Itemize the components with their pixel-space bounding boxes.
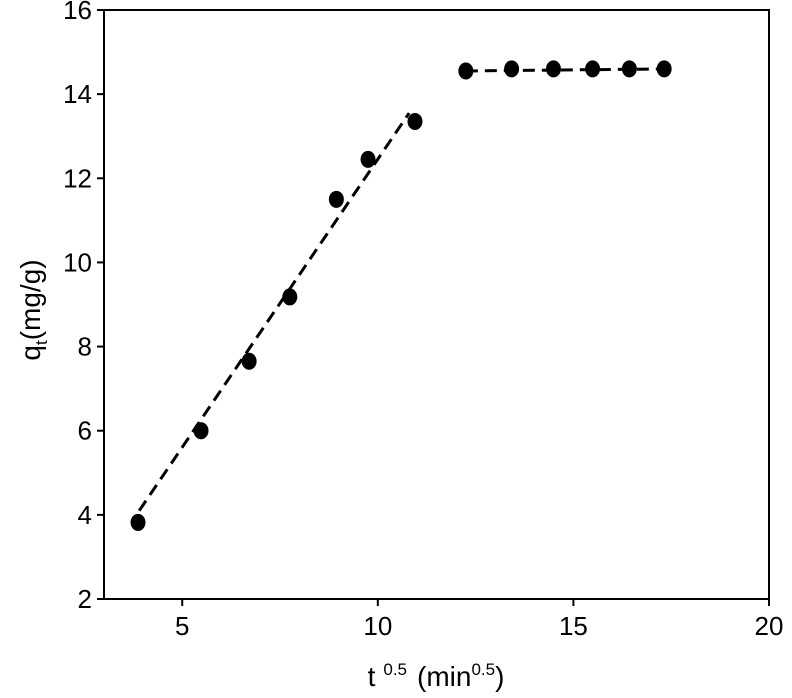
data-point	[621, 60, 637, 78]
data-point	[241, 352, 257, 370]
y-axis-label-unit: (mg/g)	[15, 259, 46, 340]
y-axis-label-base: q	[15, 345, 46, 361]
x-axis-label-unit-open: (min	[417, 661, 471, 692]
data-point	[193, 422, 209, 440]
data-point	[282, 288, 298, 306]
y-tick-label: 4	[78, 500, 92, 530]
x-tick-label: 10	[363, 611, 392, 641]
plot-frame	[103, 9, 770, 600]
y-axis-label: qt(mg/g)	[15, 259, 51, 360]
x-axis-label: t 0.5 (min0.5)	[368, 660, 505, 692]
data-point	[585, 60, 601, 78]
data-point	[545, 60, 561, 78]
x-axis-label-unit-exponent: 0.5	[471, 660, 495, 679]
y-tick-label: 16	[63, 0, 92, 25]
fit-line	[137, 112, 411, 512]
axis-ticks: 5 10 15 20 2 4 6 8 10 12 14 16	[63, 0, 783, 641]
data-point	[360, 150, 376, 168]
x-tick-label: 20	[755, 611, 784, 641]
data-point	[458, 62, 474, 80]
data-point	[130, 513, 146, 531]
y-tick-label: 2	[78, 584, 92, 614]
y-tick-label: 12	[63, 163, 92, 193]
data-point	[328, 190, 344, 208]
y-axis-label-subscript: t	[32, 340, 51, 345]
plot-area	[103, 9, 770, 600]
fit-line	[465, 67, 665, 73]
x-tick-label: 5	[175, 611, 189, 641]
x-axis-label-exponent: 0.5	[383, 660, 407, 679]
y-tick-label: 6	[78, 416, 92, 446]
x-axis-label-base: t	[368, 661, 376, 692]
data-point	[504, 60, 520, 78]
data-point	[656, 60, 672, 78]
y-tick-label: 8	[78, 332, 92, 362]
data-point	[407, 112, 423, 130]
x-axis-label-unit-close: )	[495, 661, 504, 692]
y-tick-label: 10	[63, 247, 92, 277]
x-tick-label: 15	[559, 611, 588, 641]
y-tick-label: 14	[63, 79, 92, 109]
